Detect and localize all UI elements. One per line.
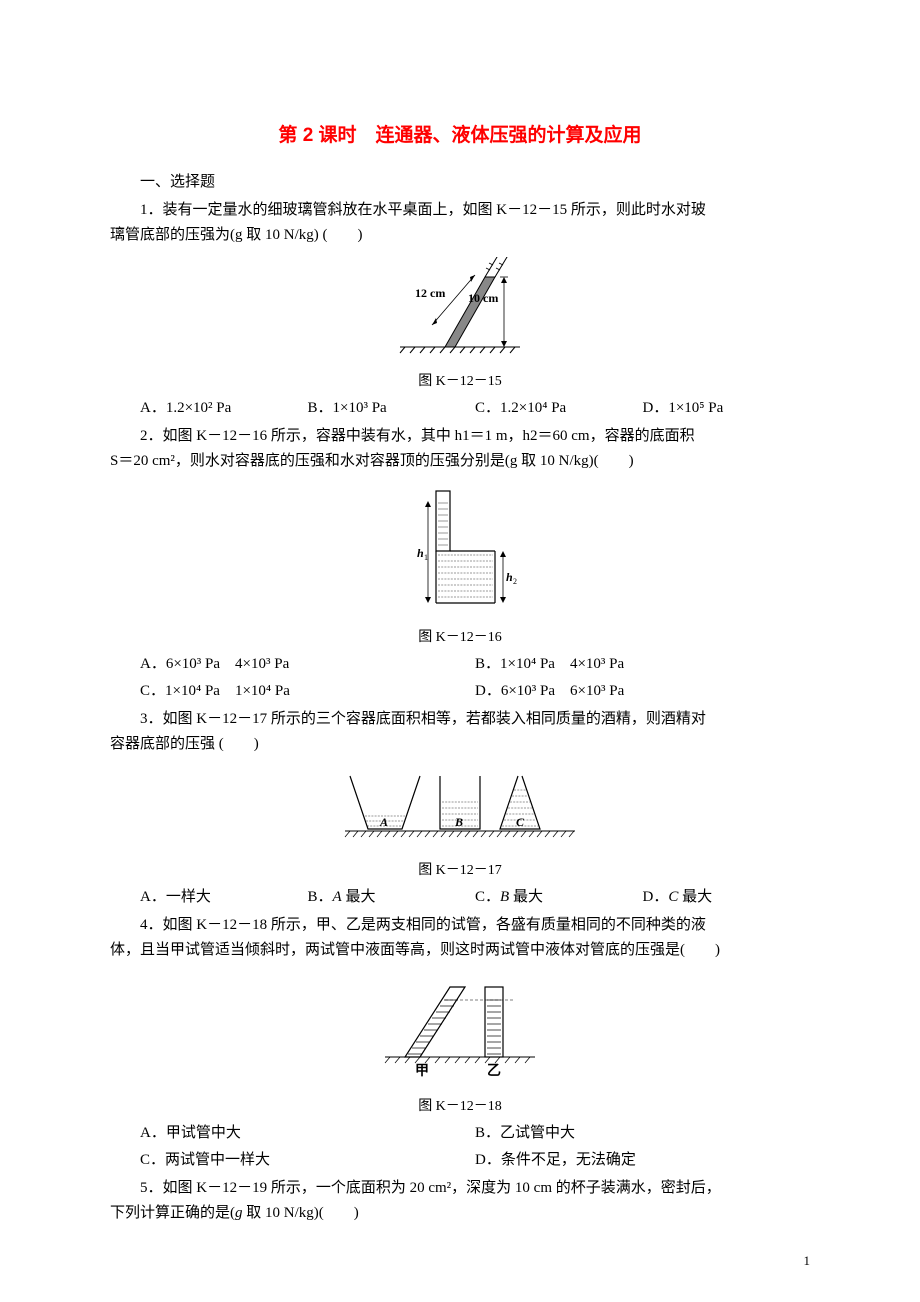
q2-choice-b: B．1×10⁴ Pa 4×10³ Pa bbox=[475, 652, 810, 678]
q2-choices-row1: A．6×10³ Pa 4×10³ Pa B．1×10⁴ Pa 4×10³ Pa bbox=[110, 652, 810, 678]
q1-choice-a: A．1.2×10² Pa bbox=[140, 396, 308, 422]
q2-choice-d: D．6×10³ Pa 6×10³ Pa bbox=[475, 679, 810, 705]
q4-line1: 4．如图 K－12－18 所示，甲、乙是两支相同的试管，各盛有质量相同的不同种类… bbox=[110, 913, 810, 939]
q2-choice-c: C．1×10⁴ Pa 1×10⁴ Pa bbox=[140, 679, 475, 705]
three-containers-icon: A B C bbox=[340, 766, 580, 846]
q4-choice-b: B．乙试管中大 bbox=[475, 1121, 810, 1147]
q3-choices: A．一样大 B．A 最大 C．B 最大 D．C 最大 bbox=[110, 885, 810, 911]
svg-text:甲: 甲 bbox=[415, 1063, 429, 1079]
q1-choice-d: D．1×10⁵ Pa bbox=[643, 396, 811, 422]
q1-line2: 璃管底部的压强为(g 取 10 N/kg) ( ) bbox=[110, 223, 810, 249]
svg-text:12 cm: 12 cm bbox=[415, 286, 445, 300]
q1-choice-c: C．1.2×10⁴ Pa bbox=[475, 396, 643, 422]
q3-line2: 容器底部的压强 ( ) bbox=[110, 732, 810, 758]
svg-text:2: 2 bbox=[513, 577, 517, 586]
svg-text:h: h bbox=[506, 570, 513, 584]
two-tubes-icon: 甲 乙 bbox=[375, 972, 545, 1082]
q2-line1: 2．如图 K－12－16 所示，容器中装有水，其中 h1＝1 m，h2＝60 c… bbox=[110, 424, 810, 450]
q2-figure: h 1 h 2 bbox=[110, 483, 810, 623]
svg-text:B: B bbox=[454, 815, 463, 829]
q4-choices-row1: A．甲试管中大 B．乙试管中大 bbox=[110, 1121, 810, 1147]
svg-text:1: 1 bbox=[424, 553, 428, 562]
q4-line2: 体，且当甲试管适当倾斜时，两试管中液面等高，则这时两试管中液体对管底的压强是( … bbox=[110, 938, 810, 964]
q1-line1: 1．装有一定量水的细玻璃管斜放在水平桌面上，如图 K－12－15 所示，则此时水… bbox=[110, 198, 810, 224]
q5-line2: 下列计算正确的是(g 取 10 N/kg)( ) bbox=[110, 1201, 810, 1227]
q3-choice-a: A．一样大 bbox=[140, 885, 308, 911]
q1-choice-b: B．1×10³ Pa bbox=[308, 396, 476, 422]
q3-choice-b: B．A 最大 bbox=[308, 885, 476, 911]
q2-line2: S＝20 cm²，则水对容器底的压强和水对容器顶的压强分别是(g 取 10 N/… bbox=[110, 449, 810, 475]
q4-caption: 图 K－12－18 bbox=[110, 1095, 810, 1119]
section-heading: 一、选择题 bbox=[110, 170, 810, 196]
svg-text:乙: 乙 bbox=[487, 1063, 501, 1079]
q4-figure: 甲 乙 bbox=[110, 972, 810, 1092]
q2-choices-row2: C．1×10⁴ Pa 1×10⁴ Pa D．6×10³ Pa 6×10³ Pa bbox=[110, 679, 810, 705]
q3-figure: A B C bbox=[110, 766, 810, 856]
q4-choice-d: D．条件不足，无法确定 bbox=[475, 1148, 810, 1174]
q2-caption: 图 K－12－16 bbox=[110, 626, 810, 650]
page-title: 第 2 课时 连通器、液体压强的计算及应用 bbox=[110, 120, 810, 152]
q5-line1: 5．如图 K－12－19 所示，一个底面积为 20 cm²，深度为 10 cm … bbox=[110, 1176, 810, 1202]
q4-choices-row2: C．两试管中一样大 D．条件不足，无法确定 bbox=[110, 1148, 810, 1174]
q4-choice-a: A．甲试管中大 bbox=[140, 1121, 475, 1147]
q2-choice-a: A．6×10³ Pa 4×10³ Pa bbox=[140, 652, 475, 678]
q3-choice-d: D．C 最大 bbox=[643, 885, 811, 911]
q3-line1: 3．如图 K－12－17 所示的三个容器底面积相等，若都装入相同质量的酒精，则酒… bbox=[110, 707, 810, 733]
container-icon: h 1 h 2 bbox=[400, 483, 520, 613]
q1-choices: A．1.2×10² Pa B．1×10³ Pa C．1.2×10⁴ Pa D．1… bbox=[110, 396, 810, 422]
svg-text:C: C bbox=[516, 815, 525, 829]
q3-caption: 图 K－12－17 bbox=[110, 859, 810, 883]
svg-text:A: A bbox=[379, 815, 388, 829]
tilted-tube-icon: 12 cm 10 cm bbox=[390, 257, 530, 357]
q1-figure: 12 cm 10 cm bbox=[110, 257, 810, 367]
svg-text:10 cm: 10 cm bbox=[468, 291, 498, 305]
page-number: 1 bbox=[804, 1250, 811, 1272]
q4-choice-c: C．两试管中一样大 bbox=[140, 1148, 475, 1174]
q3-choice-c: C．B 最大 bbox=[475, 885, 643, 911]
svg-text:h: h bbox=[417, 546, 424, 560]
q1-caption: 图 K－12－15 bbox=[110, 370, 810, 394]
